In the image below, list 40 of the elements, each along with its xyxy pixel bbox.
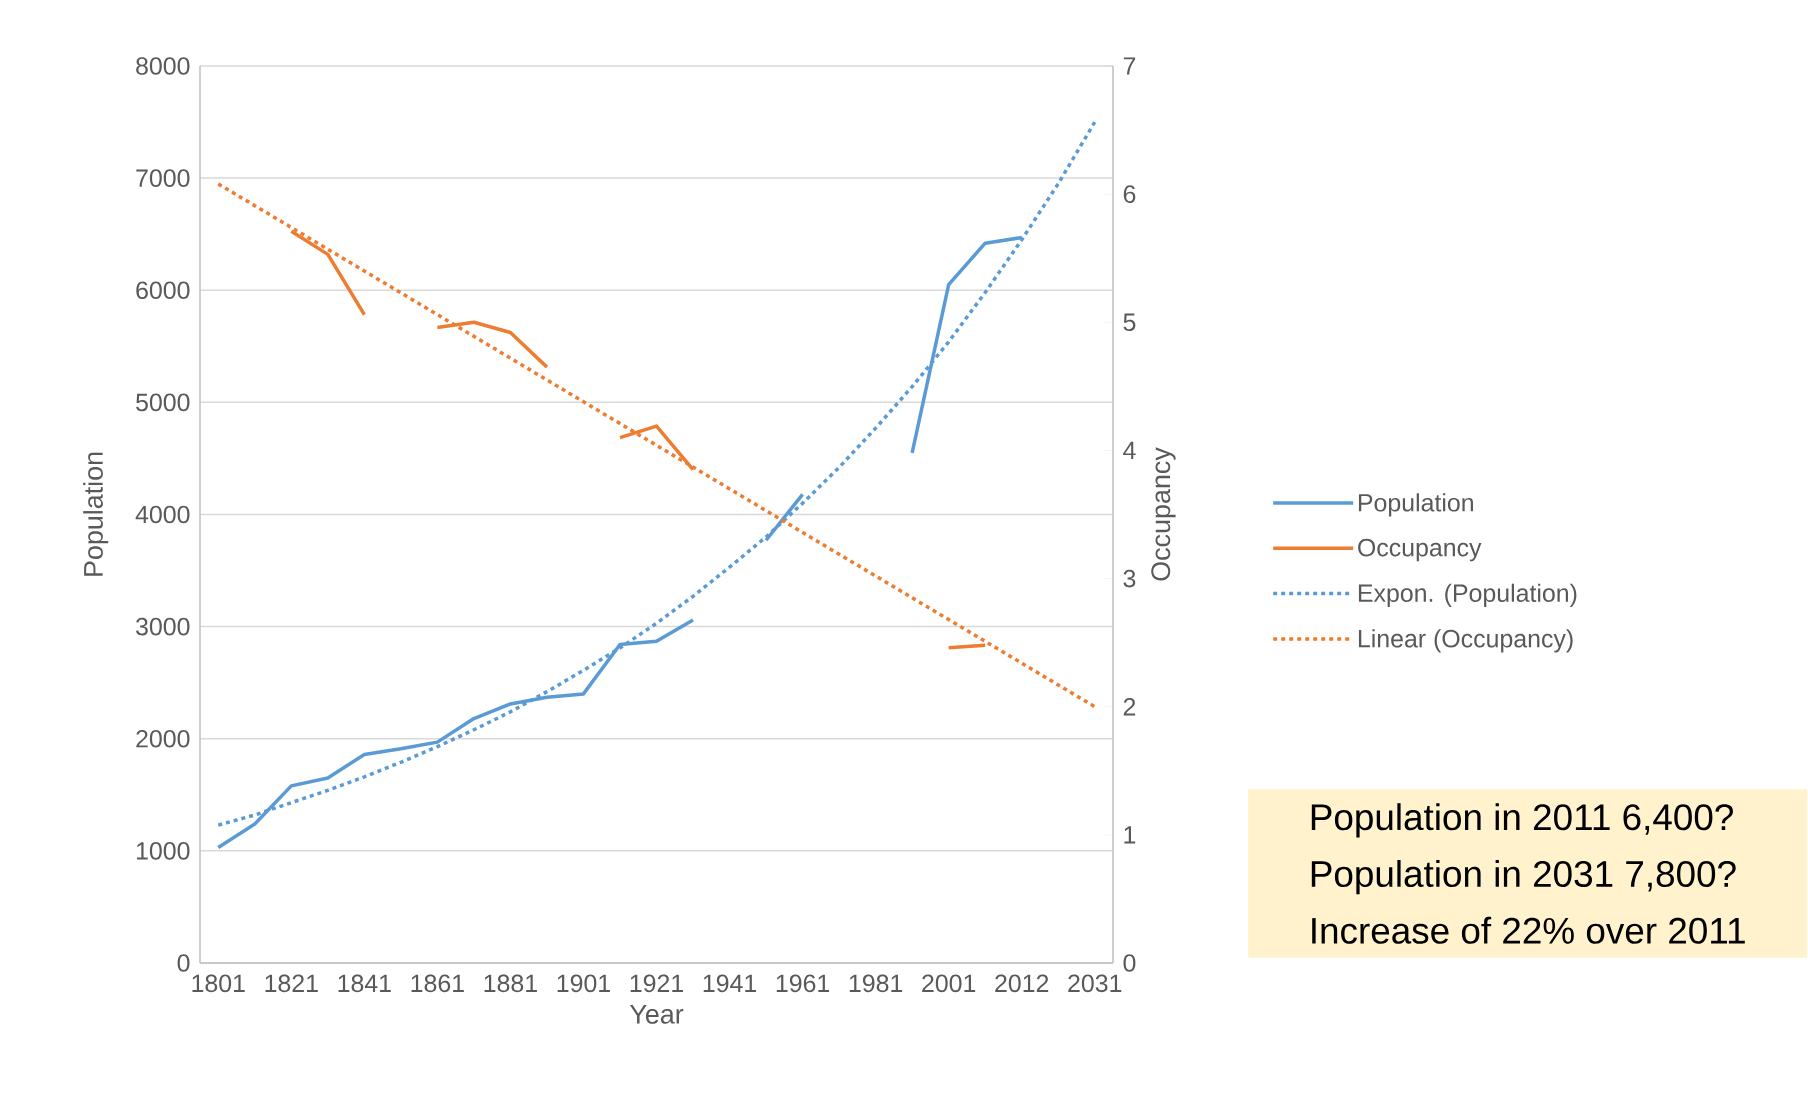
y2-tick-label: 4 bbox=[1123, 441, 1136, 459]
x-tick-label: 1941 bbox=[703, 974, 757, 993]
text: Population in 2031 7,800? bbox=[1311, 859, 1736, 895]
y-axis-title: Population bbox=[83, 452, 109, 576]
y2-tick-label: 3 bbox=[1123, 569, 1136, 588]
text: Population in 2011 6,400? bbox=[1311, 803, 1733, 838]
legend-label: Linear (Occupancy) bbox=[1358, 629, 1573, 653]
legend-label: Expon. (Population) bbox=[1358, 583, 1577, 607]
y-tick-label: 1000 bbox=[136, 842, 190, 860]
x-tick-label: 1881 bbox=[484, 974, 537, 993]
legend-label: Occupancy bbox=[1358, 538, 1482, 562]
y-tick-label: 7000 bbox=[136, 169, 190, 187]
x-tick-label: 1921 bbox=[630, 974, 683, 993]
text: Increase of 22% over 2011 bbox=[1312, 916, 1745, 944]
x-tick-label: 1901 bbox=[557, 974, 610, 993]
x-tick-label: 2012 bbox=[995, 974, 1049, 993]
y-tick-label: 2000 bbox=[136, 729, 190, 748]
y-tick-label: 3000 bbox=[136, 617, 190, 636]
x-tick-label: 2031 bbox=[1068, 974, 1122, 993]
y-tick-label: 8000 bbox=[136, 57, 190, 75]
y2-tick-label: 2 bbox=[1123, 698, 1136, 716]
y2-tick-label: 6 bbox=[1123, 185, 1136, 203]
x-axis-title: Year bbox=[629, 1004, 684, 1024]
y2-tick-label: 5 bbox=[1123, 313, 1136, 331]
y2-axis-title: Occupancy bbox=[1151, 447, 1176, 581]
x-tick-label: 1801 bbox=[192, 974, 245, 993]
y-tick-label: 0 bbox=[177, 954, 190, 972]
x-tick-label: 1961 bbox=[776, 974, 830, 993]
x-tick-label: 1841 bbox=[338, 974, 391, 993]
legend-label: Population bbox=[1358, 493, 1473, 517]
y2-tick-label: 7 bbox=[1123, 57, 1136, 75]
y-tick-label: 6000 bbox=[136, 281, 190, 300]
x-tick-label: 1861 bbox=[411, 974, 464, 993]
x-tick-label: 1981 bbox=[849, 974, 903, 993]
y-tick-label: 4000 bbox=[135, 505, 190, 524]
x-tick-label: 1821 bbox=[265, 974, 318, 993]
y-tick-label: 5000 bbox=[136, 393, 190, 412]
x-tick-label: 2001 bbox=[922, 974, 976, 993]
y2-tick-label: 1 bbox=[1124, 826, 1136, 844]
y2-tick-label: 0 bbox=[1123, 954, 1136, 972]
